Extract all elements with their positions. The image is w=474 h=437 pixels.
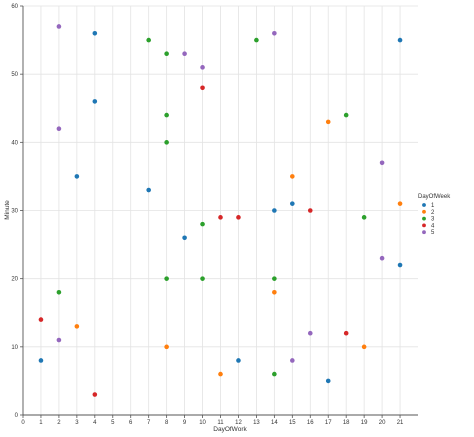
data-point	[200, 65, 205, 70]
x-tick-label: 10	[199, 420, 206, 426]
x-tick-labels: 0 1 2 3 4 5 6 7 8 9 10 11 12 13 14 15 16 17 18 19 20 21	[21, 420, 404, 426]
data-point	[397, 262, 403, 268]
data-point	[74, 174, 80, 179]
data-point	[236, 215, 241, 220]
x-tick-label: 12	[235, 420, 242, 426]
data-point	[272, 371, 277, 377]
legend-marker	[422, 209, 426, 214]
y-tick-label: 30	[11, 209, 18, 215]
x-tick-label: 9	[183, 420, 187, 426]
x-tick-label: 20	[379, 420, 386, 426]
legend-marker	[422, 203, 426, 207]
y-tick-label: 60	[11, 4, 18, 10]
x-tick-label: 4	[93, 420, 97, 426]
data-point	[56, 337, 62, 343]
x-tick-label: 7	[147, 420, 151, 426]
y-tick-label: 50	[11, 72, 18, 78]
data-point	[272, 276, 277, 281]
x-tick-label: 8	[165, 420, 169, 426]
data-point	[272, 30, 277, 36]
x-tick-label: 6	[129, 420, 133, 426]
data-point	[343, 330, 349, 336]
x-tick-label: 16	[307, 420, 314, 426]
data-point	[361, 344, 367, 350]
legend-label: 4	[431, 223, 435, 229]
data-point	[164, 140, 169, 145]
data-point	[325, 119, 331, 125]
data-point	[164, 344, 169, 350]
data-point	[325, 378, 331, 384]
x-tick-label: 15	[289, 420, 296, 426]
legend-title: DayOfWeek	[418, 194, 451, 200]
data-point	[56, 126, 62, 131]
data-point	[56, 24, 62, 29]
x-tick-label: 5	[111, 420, 115, 426]
data-point	[343, 112, 349, 118]
data-point	[164, 112, 169, 118]
data-point	[290, 174, 295, 179]
data-point	[74, 324, 80, 329]
data-point	[200, 276, 205, 281]
x-axis-title: DayOfWork	[213, 426, 247, 433]
x-tick-label: 2	[57, 420, 61, 426]
data-point	[38, 358, 44, 363]
x-tick-label: 1	[39, 420, 43, 426]
data-point	[200, 85, 205, 91]
data-point	[146, 187, 151, 193]
data-point	[307, 330, 313, 336]
x-tick-label: 21	[397, 420, 404, 426]
data-point	[164, 51, 169, 57]
y-axis-title: Minute	[4, 200, 11, 220]
y-tick-labels: 0 10 20 30 40 50 60	[11, 4, 18, 419]
data-point	[182, 235, 187, 241]
data-point	[56, 290, 62, 295]
legend-marker	[422, 230, 426, 235]
legend-label: 1	[431, 203, 435, 209]
data-point	[218, 215, 223, 220]
data-point	[272, 208, 277, 213]
data-point	[218, 371, 223, 377]
legend-label: 2	[431, 210, 435, 216]
data-point	[164, 276, 169, 281]
data-point	[254, 37, 259, 43]
x-tick-label: 18	[343, 420, 350, 426]
data-point	[92, 99, 98, 104]
data-point	[290, 201, 295, 206]
y-tick-label: 40	[11, 140, 18, 146]
legend-marker	[422, 223, 426, 228]
x-tick-label: 17	[325, 420, 332, 426]
data-points	[38, 24, 403, 397]
data-point	[236, 358, 241, 363]
data-point	[361, 215, 367, 220]
legend-marker	[422, 216, 426, 221]
x-tick-label: 11	[217, 420, 224, 426]
data-point	[290, 358, 295, 363]
x-tick-label: 13	[253, 420, 260, 426]
data-point	[92, 30, 98, 36]
x-tick-label: 0	[21, 420, 25, 426]
data-point	[200, 221, 205, 227]
data-point	[272, 290, 277, 295]
x-tick-label: 14	[271, 420, 278, 426]
data-point	[307, 208, 313, 213]
data-point	[38, 317, 44, 322]
data-point	[92, 392, 98, 397]
axes	[20, 5, 418, 418]
x-tick-label: 19	[361, 420, 368, 426]
data-point	[397, 37, 403, 43]
data-point	[379, 160, 385, 166]
y-tick-label: 0	[15, 413, 19, 419]
x-tick-label: 3	[75, 420, 79, 426]
data-point	[379, 255, 385, 261]
legend-label: 5	[431, 230, 435, 236]
data-point	[397, 201, 403, 206]
y-tick-label: 10	[11, 345, 18, 351]
data-point	[182, 51, 187, 57]
y-tick-label: 20	[11, 277, 18, 283]
legend-label: 3	[431, 217, 435, 223]
data-point	[146, 37, 151, 43]
